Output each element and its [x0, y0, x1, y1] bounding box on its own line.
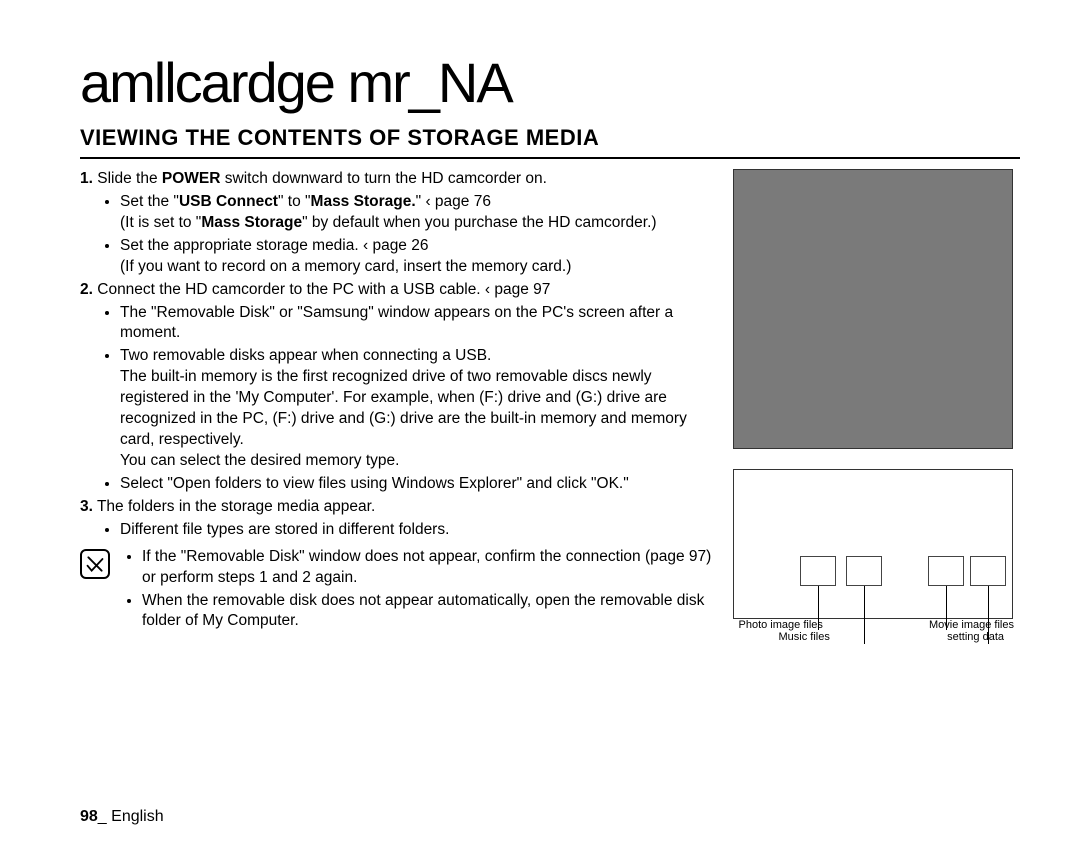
bullet-item: Different file types are stored in diffe…	[120, 520, 713, 541]
connector-line	[864, 586, 865, 644]
text: " by default when you purchase the HD ca…	[302, 214, 656, 231]
folder-icon	[846, 556, 882, 586]
text: The built-in memory is the first recogni…	[120, 368, 687, 448]
note-icon	[80, 549, 110, 579]
diagram-label: setting data	[947, 631, 1004, 643]
diagram-label: Photo image files	[739, 619, 823, 631]
bullet-item: Select "Open folders to view files using…	[120, 474, 713, 495]
folder-icon	[928, 556, 964, 586]
diagram-label: Movie image files	[929, 619, 1014, 631]
text: Set the appropriate storage media. ‹ pag…	[120, 237, 428, 254]
folder-icon	[800, 556, 836, 586]
page-number: 98	[80, 808, 98, 825]
text: Set the "	[120, 193, 179, 210]
text: Connect the HD camcorder to the PC with …	[97, 281, 550, 298]
text-bold: USB Connect	[179, 193, 278, 210]
text: You can select the desired memory type.	[120, 452, 399, 469]
bullet-item: Set the "USB Connect" to "Mass Storage."…	[120, 192, 713, 234]
step-number: 1.	[80, 170, 93, 187]
note-item: When the removable disk does not appear …	[142, 591, 713, 633]
text: (If you want to record on a memory card,…	[120, 258, 571, 275]
text: (It is set to "	[120, 214, 201, 231]
folder-diagram	[733, 469, 1013, 619]
page-lang: _ English	[98, 808, 164, 825]
text: switch downward to turn the HD camcorder…	[220, 170, 547, 187]
connector-line	[946, 586, 947, 630]
page-footer: 98_ English	[80, 808, 164, 826]
bullet-item: Set the appropriate storage media. ‹ pag…	[120, 236, 713, 278]
note-list: If the "Removable Disk" window does not …	[124, 547, 713, 635]
connector-line	[818, 586, 819, 630]
page-title: amllcardge mr_NA	[80, 50, 1020, 115]
step-number: 2.	[80, 281, 93, 298]
text-bold: Mass Storage	[201, 214, 302, 231]
text: " ‹ page 76	[416, 193, 491, 210]
text: Two removable disks appear when connecti…	[120, 347, 491, 364]
bullet-item: The "Removable Disk" or "Samsung" window…	[120, 303, 713, 345]
text-bold: POWER	[162, 170, 221, 187]
text: The folders in the storage media appear.	[97, 498, 375, 515]
text: Slide the	[97, 170, 162, 187]
screenshot-placeholder	[733, 169, 1013, 449]
step-number: 3.	[80, 498, 93, 515]
section-heading: VIEWING THE CONTENTS OF STORAGE MEDIA	[80, 125, 1020, 151]
note-item: If the "Removable Disk" window does not …	[142, 547, 713, 589]
text-bold: Mass Storage.	[311, 193, 416, 210]
text: " to "	[278, 193, 311, 210]
connector-line	[988, 586, 989, 644]
bullet-item: Two removable disks appear when connecti…	[120, 346, 713, 472]
folder-icon	[970, 556, 1006, 586]
diagram-label: Music files	[779, 631, 830, 643]
instruction-text: 1. Slide the POWER switch downward to tu…	[80, 169, 713, 643]
divider	[80, 157, 1020, 159]
